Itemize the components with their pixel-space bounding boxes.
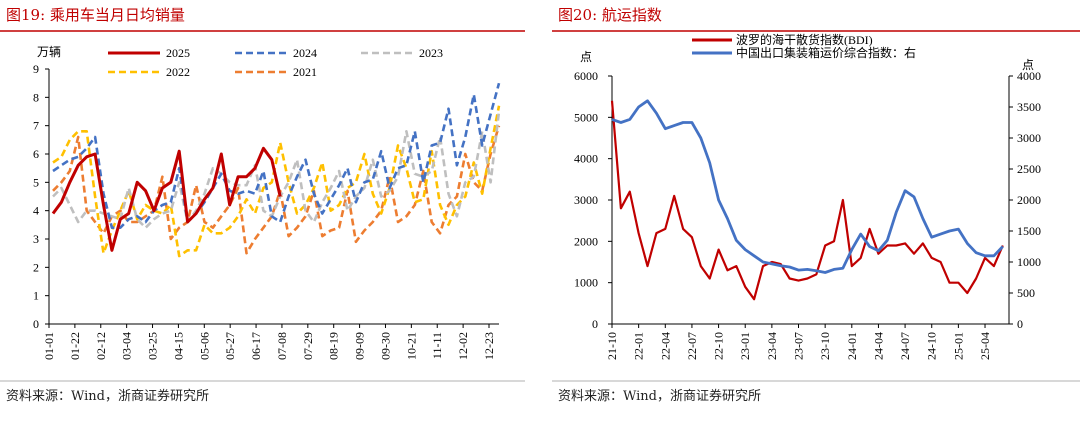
x-tick-label: 23-10 xyxy=(818,332,832,360)
x-tick-label: 02-12 xyxy=(94,332,108,360)
x-tick-label: 22-10 xyxy=(712,332,726,360)
x-tick-label: 23-04 xyxy=(765,332,779,360)
x-tick-label: 10-21 xyxy=(404,332,418,360)
left-y-tick-label: 2000 xyxy=(574,234,598,248)
y-tick-label: 4 xyxy=(33,204,39,218)
x-tick-label: 04-15 xyxy=(171,332,185,360)
left-y-tick-label: 3000 xyxy=(574,193,598,207)
x-tick-label: 05-06 xyxy=(197,332,211,360)
left-y-tick-label: 1000 xyxy=(574,276,598,290)
y-tick-label: 2 xyxy=(33,260,39,274)
legend-label-ccfi: 中国出口集装箱运价综合指数：右 xyxy=(736,45,916,60)
x-tick-label: 06-17 xyxy=(249,332,263,360)
x-tick-label: 08-19 xyxy=(327,332,341,360)
x-tick-label: 22-07 xyxy=(685,332,699,360)
right-y-tick-label: 0 xyxy=(1017,317,1023,331)
left-y-tick-label: 5000 xyxy=(574,110,598,124)
x-tick-label: 12-02 xyxy=(456,332,470,360)
series-line-2025 xyxy=(51,146,282,252)
x-tick-label: 25-04 xyxy=(978,332,992,360)
right-y-tick-label: 2000 xyxy=(1017,193,1041,207)
series-line-ccfi xyxy=(611,99,1004,274)
left-y-tick-label: 4000 xyxy=(574,152,598,166)
left-y-unit: 点 xyxy=(580,50,592,64)
y-tick-label: 3 xyxy=(33,232,39,246)
y-tick-label: 8 xyxy=(33,90,39,104)
right-y-tick-label: 4000 xyxy=(1017,69,1041,83)
right-y-unit: 点 xyxy=(1022,58,1034,72)
x-tick-label: 07-08 xyxy=(275,332,289,360)
right-y-tick-label: 3000 xyxy=(1017,131,1041,145)
x-tick-label: 22-01 xyxy=(632,332,646,360)
right-chart: 点点01000200030004000500060000500100015002… xyxy=(574,32,1041,360)
right-y-tick-label: 1000 xyxy=(1017,255,1041,269)
y-tick-label: 1 xyxy=(33,289,39,303)
legend-label-2023: 2023 xyxy=(419,46,443,60)
x-tick-label: 07-29 xyxy=(301,332,315,360)
x-tick-label: 25-01 xyxy=(951,332,965,360)
legend-label-2024: 2024 xyxy=(293,46,317,60)
series-line-2023 xyxy=(52,111,501,229)
y-tick-label: 6 xyxy=(33,147,39,161)
legend-label-2022: 2022 xyxy=(166,65,190,79)
x-tick-label: 24-01 xyxy=(845,332,859,360)
x-tick-label: 03-04 xyxy=(120,332,134,360)
legend-label-2021: 2021 xyxy=(293,65,317,79)
legend-label-bdi: 波罗的海干散货指数(BDI) xyxy=(736,32,873,47)
y-tick-label: 7 xyxy=(33,119,39,133)
x-tick-label: 11-11 xyxy=(430,332,444,359)
right-chart-title: 图20: 航运指数 xyxy=(558,6,662,24)
x-tick-label: 23-07 xyxy=(792,332,806,360)
right-y-tick-label: 500 xyxy=(1017,286,1035,300)
left-y-tick-label: 6000 xyxy=(574,69,598,83)
x-tick-label: 09-30 xyxy=(378,332,392,360)
x-tick-label: 22-04 xyxy=(658,332,672,360)
y-unit-label: 万辆 xyxy=(37,45,61,59)
y-tick-label: 5 xyxy=(33,175,39,189)
right-y-tick-label: 1500 xyxy=(1017,224,1041,238)
x-tick-label: 09-09 xyxy=(353,332,367,360)
right-y-tick-label: 2500 xyxy=(1017,162,1041,176)
left-y-tick-label: 0 xyxy=(592,317,598,331)
series-line-bdi xyxy=(610,100,1004,301)
x-tick-label: 05-27 xyxy=(223,332,237,360)
x-tick-label: 24-07 xyxy=(898,332,912,360)
x-tick-label: 24-04 xyxy=(871,332,885,360)
x-tick-label: 12-23 xyxy=(482,332,496,360)
y-tick-label: 9 xyxy=(33,62,39,76)
x-tick-label: 03-25 xyxy=(146,332,160,360)
x-tick-label: 01-22 xyxy=(68,332,82,360)
x-tick-label: 21-10 xyxy=(605,332,619,360)
left-chart: 万辆 0 1 2 3 4 5 6 7 8 9 01-01 01-22 02-12 03-04 03-25 04-… xyxy=(33,45,501,360)
series-line-2024 xyxy=(52,82,501,229)
right-source-note: 资料来源：Wind，浙商证券研究所 xyxy=(558,388,761,404)
legend-label-2025: 2025 xyxy=(166,46,190,60)
y-tick-label: 0 xyxy=(33,317,39,331)
x-tick-label: 24-10 xyxy=(925,332,939,360)
x-tick-label: 01-01 xyxy=(42,332,56,360)
left-source-note: 资料来源：Wind，浙商证券研究所 xyxy=(6,388,209,404)
left-chart-title: 图19: 乘用车当月日均销量 xyxy=(6,6,185,24)
x-tick-label: 23-01 xyxy=(738,332,752,360)
right-y-tick-label: 3500 xyxy=(1017,100,1041,114)
